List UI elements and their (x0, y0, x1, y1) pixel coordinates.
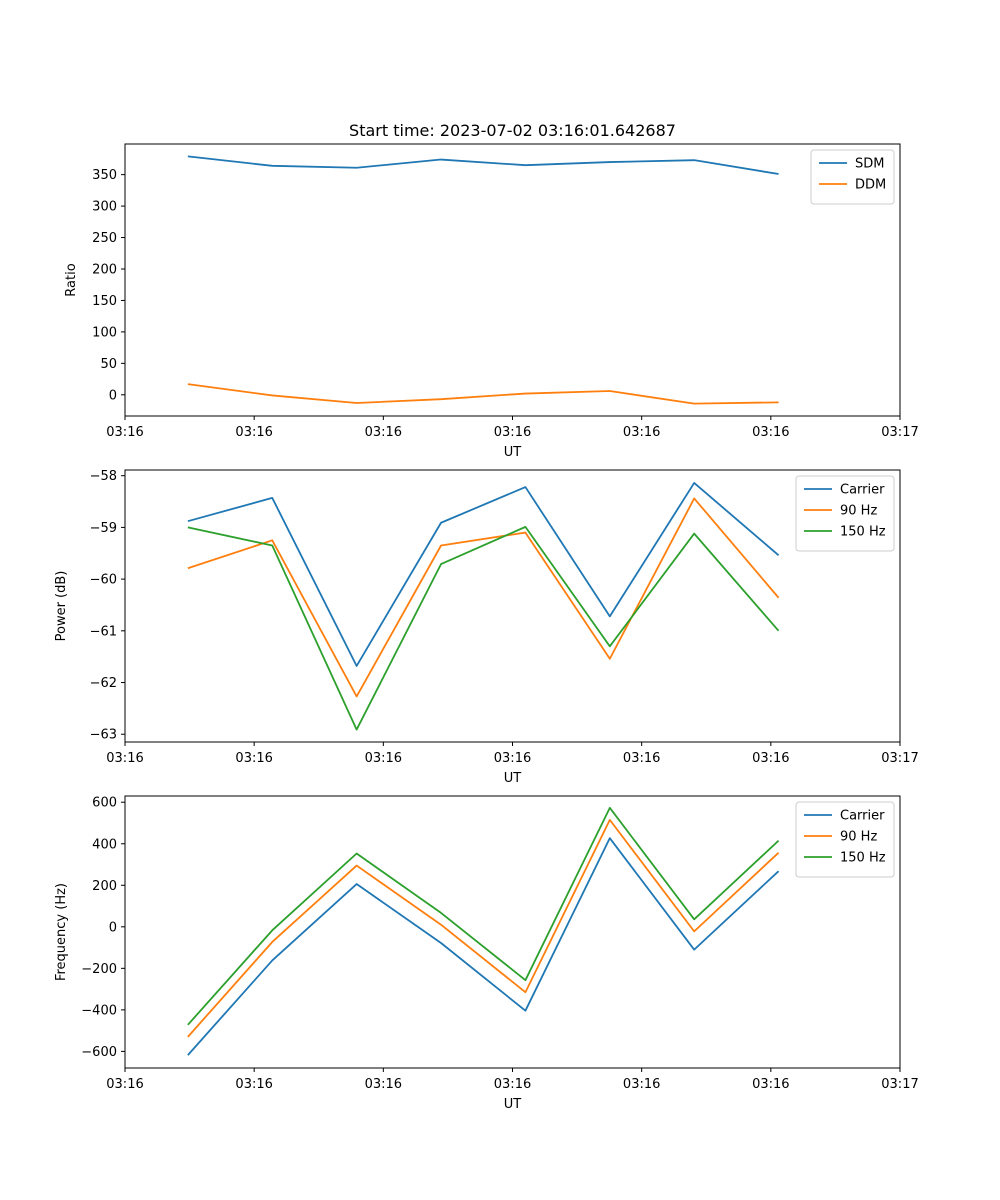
series-group (187, 482, 780, 731)
y-tick-label: −60 (90, 573, 117, 588)
legend-label: 90 Hz (840, 504, 877, 519)
x-tick-label: 03:16 (623, 751, 660, 766)
x-tick-label: 03:16 (365, 751, 402, 766)
x-axis: 03:16 03:16 03:16 03:16 03:16 03:16 03:17 UT (106, 1068, 919, 1112)
y-tick-label: 0 (109, 388, 117, 403)
y-axis-label: Frequency (Hz) (54, 883, 69, 981)
x-tick-label: 03:17 (881, 1077, 918, 1092)
x-tick-label: 03:16 (365, 425, 402, 440)
x-tick-label: 03:16 (365, 1077, 402, 1092)
chart-title: Start time: 2023-07-02 03:16:01.642687 (349, 121, 676, 140)
legend-label: 150 Hz (840, 851, 886, 866)
subplot-1: Start time: 2023-07-02 03:16:01.64268703… (64, 121, 919, 460)
y-axis-label: Power (dB) (54, 571, 69, 642)
y-axis-label: Ratio (64, 263, 79, 296)
x-tick-label: 03:16 (752, 425, 789, 440)
y-tick-label: 50 (100, 357, 117, 372)
x-axis: 03:16 03:16 03:16 03:16 03:16 03:16 03:17 UT (106, 742, 919, 786)
x-tick-label: 03:16 (623, 1077, 660, 1092)
x-axis-label: UT (504, 1097, 522, 1112)
legend: SDM DDM (810, 149, 895, 205)
x-tick-label: 03:16 (235, 1077, 272, 1092)
legend-label: DDM (855, 178, 886, 193)
series-group (187, 155, 779, 405)
x-tick-label: 03:16 (235, 425, 272, 440)
x-tick-label: 03:16 (494, 751, 531, 766)
series-line-sdm (187, 155, 779, 175)
x-tick-label: 03:16 (106, 751, 143, 766)
y-tick-label: −63 (90, 728, 117, 743)
legend-label: Carrier (840, 483, 885, 498)
y-tick-label: 0 (109, 920, 117, 935)
series-group (187, 806, 780, 1056)
y-tick-label: 250 (92, 231, 117, 246)
y-axis: −600 −400 −200 0 200 400 600 Frequency (Hz) (54, 796, 125, 1060)
y-tick-label: −61 (90, 624, 117, 639)
y-tick-label: 150 (92, 294, 117, 309)
legend-label: Carrier (840, 809, 885, 824)
subplot-2: 03:16 03:16 03:16 03:16 03:16 03:16 03:17 UT −63… (54, 469, 919, 786)
y-tick-label: 600 (92, 796, 117, 811)
x-tick-label: 03:16 (752, 1077, 789, 1092)
x-axis-label: UT (504, 445, 522, 460)
y-tick-label: 100 (92, 325, 117, 340)
x-tick-label: 03:16 (106, 1077, 143, 1092)
subplot-3: 03:16 03:16 03:16 03:16 03:16 03:16 03:17 UT −60… (54, 795, 919, 1112)
y-tick-label: −59 (90, 521, 117, 536)
y-tick-label: −58 (90, 469, 117, 484)
x-tick-label: 03:16 (623, 425, 660, 440)
series-line-carrier (187, 482, 780, 667)
y-tick-label: 300 (92, 200, 117, 215)
x-tick-label: 03:16 (494, 1077, 531, 1092)
series-line-carrier (187, 837, 780, 1056)
legend-frame (795, 475, 895, 552)
x-tick-label: 03:16 (106, 425, 143, 440)
y-axis: 0 50 100 150 200 250 300 350 Ratio (64, 168, 125, 403)
y-tick-label: −200 (81, 962, 117, 977)
y-tick-label: −400 (81, 1003, 117, 1018)
y-tick-label: −600 (81, 1045, 117, 1060)
x-tick-label: 03:16 (752, 751, 789, 766)
legend-label: 150 Hz (840, 525, 886, 540)
x-tick-label: 03:17 (881, 425, 918, 440)
x-tick-label: 03:17 (881, 751, 918, 766)
y-axis: −63 −62 −61 −60 −59 −58 Power (dB) (54, 469, 125, 743)
y-tick-label: 200 (92, 879, 117, 894)
y-tick-label: −62 (90, 676, 117, 691)
x-tick-label: 03:16 (494, 425, 531, 440)
legend-label: SDM (855, 157, 884, 172)
y-tick-label: 350 (92, 168, 117, 183)
y-tick-label: 400 (92, 837, 117, 852)
x-axis-label: UT (504, 771, 522, 786)
series-line-ddm (187, 383, 779, 405)
y-tick-label: 200 (92, 262, 117, 277)
series-line-150-hz (187, 525, 780, 731)
x-axis: 03:16 03:16 03:16 03:16 03:16 03:16 03:17 UT (106, 416, 919, 460)
legend-frame (795, 801, 895, 878)
series-line-150-hz (187, 806, 780, 1026)
series-line-90-hz (187, 818, 780, 1038)
legend: Carrier 90 Hz 150 Hz (795, 475, 895, 552)
legend: Carrier 90 Hz 150 Hz (795, 801, 895, 878)
x-tick-label: 03:16 (235, 751, 272, 766)
series-line-90-hz (187, 497, 780, 698)
legend-label: 90 Hz (840, 830, 877, 845)
